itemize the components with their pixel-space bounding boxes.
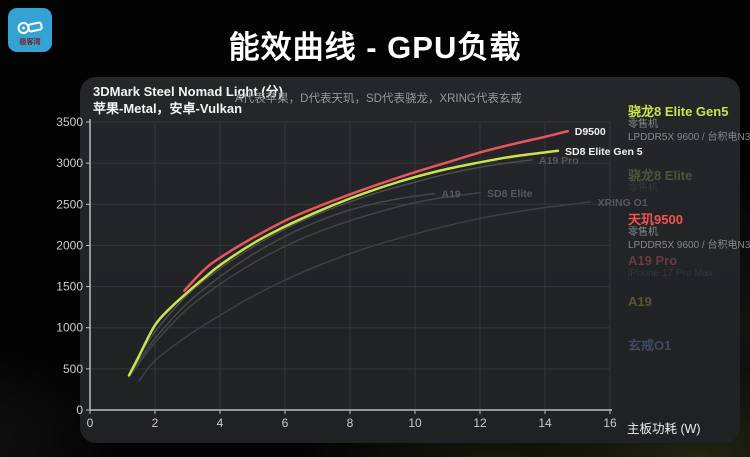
geekerwan-scooter-icon bbox=[17, 21, 43, 34]
curve-sd8-elite bbox=[128, 192, 481, 378]
legend-item-2: 天玑9500 零售机 LPDDR5X 9600 / 台积电N3P bbox=[628, 212, 750, 252]
legend-item-4: A19 bbox=[628, 294, 750, 309]
efficiency-line-chart: 0 2 4 6 8 10 12 14 16 0 500 1000 1500 2000 2500 3000 350… bbox=[56, 115, 648, 430]
abbreviation-note: A代表苹果，D代表天玑，SD代表骁龙，XRING代表玄戒 bbox=[235, 93, 522, 105]
legend-item-name: A19 Pro bbox=[628, 253, 678, 268]
geekerwan-logo-label: 极客湾 bbox=[19, 38, 41, 46]
legend-item-name: A19 bbox=[628, 294, 652, 309]
y-tick-label: 3000 bbox=[56, 156, 83, 170]
page-title: 能效曲线 - GPU负载 bbox=[228, 30, 522, 65]
y-tick-label: 500 bbox=[63, 362, 83, 376]
legend-item-subline: iPhone 17 Pro Max bbox=[628, 268, 714, 279]
curve-xring-o1 bbox=[138, 201, 592, 382]
curve-label-sd8-elite-gen-5: SD8 Elite Gen 5 bbox=[565, 146, 643, 158]
chart-panel: 3DMark Steel Nomad Light (分) 苹果-Metal，安卓… bbox=[56, 77, 750, 443]
metric-subtitle: 苹果-Metal，安卓-Vulkan bbox=[93, 101, 243, 116]
legend-item-subline: 零售机 bbox=[628, 183, 658, 194]
y-tick-label: 2500 bbox=[56, 197, 83, 211]
y-tick-label: 1500 bbox=[56, 280, 83, 294]
legend-item-name: 骁龙8 Elite Gen5 bbox=[628, 104, 729, 119]
x-tick-label: 16 bbox=[603, 416, 617, 430]
curve-label-sd8-elite: SD8 Elite bbox=[487, 188, 533, 200]
x-axis-title: 主板功耗 (W) bbox=[627, 422, 701, 436]
y-tick-label: 0 bbox=[76, 403, 83, 417]
curve-label-d9500: D9500 bbox=[575, 126, 606, 138]
legend-item-subline: LPDDR5X 9600 / 台积电N3P bbox=[628, 239, 750, 251]
x-tick-label: 14 bbox=[538, 416, 552, 430]
curve-label-a19-pro: A19 Pro bbox=[539, 155, 579, 167]
curve-a19 bbox=[131, 192, 436, 372]
y-tick-label: 1000 bbox=[56, 321, 83, 335]
legend-item-name: 骁龙8 Elite bbox=[628, 168, 693, 183]
curve-label-a19: A19 bbox=[442, 189, 461, 201]
x-tick-label: 8 bbox=[347, 416, 354, 430]
legend-item-subline: LPDDR5X 9600 / 台积电N3P bbox=[628, 131, 750, 143]
x-tick-label: 12 bbox=[473, 416, 487, 430]
x-tick-label: 0 bbox=[87, 416, 94, 430]
metric-title: 3DMark Steel Nomad Light (分) bbox=[93, 84, 283, 99]
y-tick-label: 2000 bbox=[56, 238, 83, 252]
legend-item-subline: 零售机 bbox=[628, 119, 658, 130]
x-tick-label: 4 bbox=[217, 416, 224, 430]
legend-item-3: A19 Pro iPhone 17 Pro Max bbox=[628, 253, 750, 281]
legend-item-name: 天玑9500 bbox=[628, 212, 683, 227]
x-tick-label: 2 bbox=[152, 416, 159, 430]
curve-sd8-elite-gen-5 bbox=[127, 149, 560, 377]
curve-d9500 bbox=[183, 129, 570, 292]
legend-item-5: 玄戒O1 bbox=[628, 338, 750, 353]
legend-item-1: 骁龙8 Elite 零售机 bbox=[628, 168, 750, 196]
x-tick-label: 6 bbox=[282, 416, 289, 430]
curve-a19-pro bbox=[131, 159, 533, 368]
legend-item-subline: 零售机 bbox=[628, 227, 658, 238]
x-tick-label: 10 bbox=[408, 416, 422, 430]
curve-label-xring-o1: XRING O1 bbox=[598, 197, 648, 209]
y-tick-label: 3500 bbox=[56, 115, 83, 129]
legend-item-name: 玄戒O1 bbox=[628, 338, 672, 353]
geekerwan-logo: 极客湾 bbox=[8, 8, 52, 52]
legend-item-0: 骁龙8 Elite Gen5 零售机 LPDDR5X 9600 / 台积电N3P bbox=[628, 104, 750, 144]
